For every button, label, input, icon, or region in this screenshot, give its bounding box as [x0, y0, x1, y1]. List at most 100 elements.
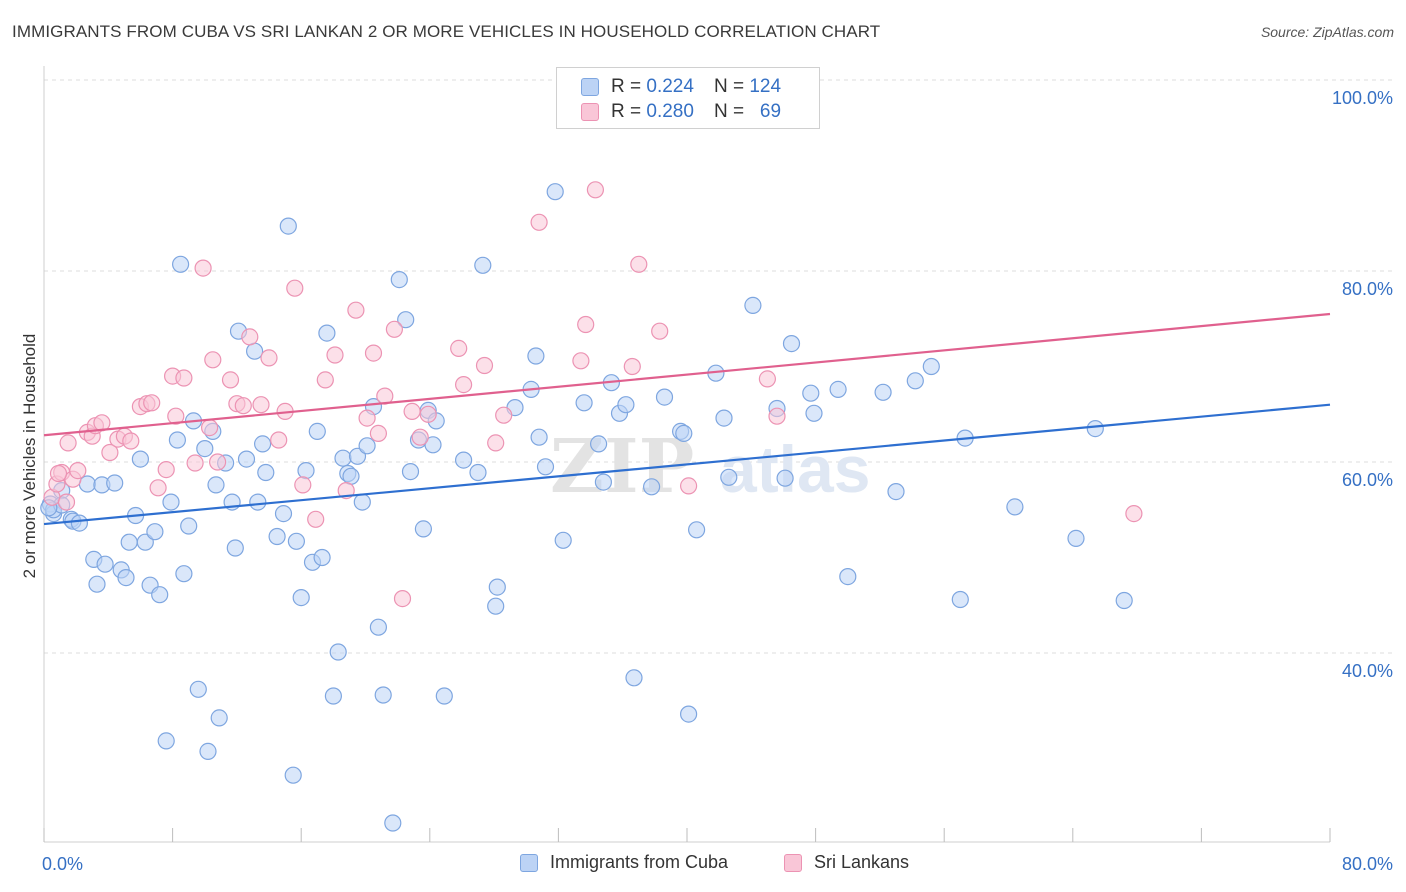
srilanka-point — [347, 301, 365, 319]
cuba-point — [268, 527, 286, 546]
cuba-point — [329, 643, 347, 661]
y-tick-label: 100.0% — [1332, 88, 1393, 108]
cuba-point — [324, 687, 342, 705]
cuba-point — [474, 256, 492, 274]
cuba-point — [199, 742, 217, 761]
srilanka-swatch — [784, 853, 802, 872]
cuba-point — [308, 422, 326, 440]
cuba-point — [390, 271, 408, 289]
cuba-point — [829, 380, 847, 398]
cuba-point — [96, 555, 114, 573]
srilanka-swatch — [581, 103, 599, 121]
srilanka-point — [495, 406, 513, 424]
cuba-point — [180, 517, 198, 535]
srilanka-point — [149, 479, 167, 497]
chart-source: Source: ZipAtlas.com — [1260, 24, 1394, 40]
chart-title: IMMIGRANTS FROM CUBA VS SRI LANKAN 2 OR … — [12, 22, 881, 41]
cuba-point — [1067, 529, 1085, 548]
legend-item-srilanka[interactable]: Sri Lankans — [784, 852, 909, 873]
srilanka-point — [651, 322, 669, 340]
cuba-point — [802, 384, 820, 402]
y-axis-title: 2 or more Vehicles in Household — [20, 333, 39, 579]
srilanka-trendline — [43, 312, 1331, 437]
srilanka-point — [487, 434, 505, 452]
cuba-point — [284, 766, 302, 784]
srilanka-point — [157, 461, 175, 479]
cuba-point — [226, 539, 244, 557]
cuba-swatch — [520, 853, 538, 872]
cuba-point — [435, 687, 453, 705]
cuba-point — [536, 458, 555, 476]
watermark: ZIP — [550, 424, 694, 510]
trend-layer — [43, 312, 1331, 526]
legend-label-srilanka: Sri Lankans — [814, 852, 910, 872]
srilanka-point — [186, 454, 204, 472]
cuba-point — [249, 493, 267, 511]
srilanka-point — [286, 279, 304, 297]
legend-label-cuba: Immigrants from Cuba — [550, 852, 729, 872]
srilanka-point — [450, 339, 468, 357]
cuba-point — [318, 324, 336, 342]
cuba-point — [575, 394, 593, 412]
cuba-point — [257, 463, 275, 482]
srilanka-point — [768, 407, 786, 425]
srilanka-point — [101, 443, 119, 462]
srilanka-point — [167, 407, 185, 425]
srilanka-point — [455, 376, 473, 394]
srilanka-point — [234, 397, 252, 415]
cuba-point — [384, 814, 402, 832]
stats-legend: R = 0.224 N = 124 R = 0.280 N = 69 — [556, 67, 820, 129]
srilanka-point — [530, 213, 548, 231]
cuba-point — [527, 347, 545, 365]
y-tick-label: 40.0% — [1342, 661, 1393, 681]
cuba-point — [196, 440, 214, 458]
srilanka-point — [586, 181, 605, 199]
cuba-point — [78, 475, 97, 493]
srilanka-point — [623, 357, 641, 376]
r-value: 0.280 — [646, 101, 694, 122]
cuba-point — [744, 296, 762, 314]
cuba-point — [117, 568, 135, 587]
srilanka-point — [204, 351, 222, 369]
cuba-point — [146, 523, 164, 541]
cuba-point — [906, 372, 924, 390]
cuba-point — [715, 409, 733, 427]
srilanka-point — [270, 431, 288, 449]
cuba-point — [839, 567, 857, 586]
cuba-point — [530, 428, 548, 446]
srilanka-point — [252, 396, 270, 414]
cuba-point — [951, 590, 969, 609]
srilanka-point — [358, 409, 376, 427]
srilanka-point — [122, 432, 140, 450]
n-value: 69 — [759, 101, 782, 122]
cuba-point — [70, 514, 89, 532]
cuba-point — [805, 404, 823, 422]
cuba-point — [246, 342, 264, 360]
points-layer — [40, 181, 1143, 832]
srilanka-point — [393, 589, 412, 608]
cuba-point — [401, 463, 420, 481]
srilanka-point — [260, 349, 278, 367]
srilanka-point — [630, 255, 648, 273]
x-tick-label: 80.0% — [1342, 854, 1393, 874]
srilanka-point — [194, 259, 212, 277]
cuba-point — [687, 521, 706, 539]
cuba-point — [617, 396, 635, 414]
legend-item-cuba[interactable]: Immigrants from Cuba — [520, 852, 728, 873]
cuba-point — [374, 686, 392, 704]
r-label: R = — [611, 101, 642, 122]
cuba-point — [397, 311, 415, 329]
srilanka-point — [475, 356, 494, 375]
cuba-point — [274, 504, 293, 523]
srilanka-point — [241, 328, 259, 346]
cuba-point — [487, 597, 505, 615]
srilanka-point — [411, 428, 429, 446]
srilanka-point — [57, 493, 76, 511]
axis-layer — [43, 66, 1331, 843]
cuba-point — [353, 493, 371, 511]
n-label: N = — [713, 101, 745, 122]
cuba-point — [546, 183, 564, 201]
cuba-point — [488, 578, 506, 596]
label-layer: 100.0% 80.0% 60.0% 40.0% 0.0% 80.0% — [42, 88, 1393, 874]
cuba-point — [874, 383, 892, 401]
